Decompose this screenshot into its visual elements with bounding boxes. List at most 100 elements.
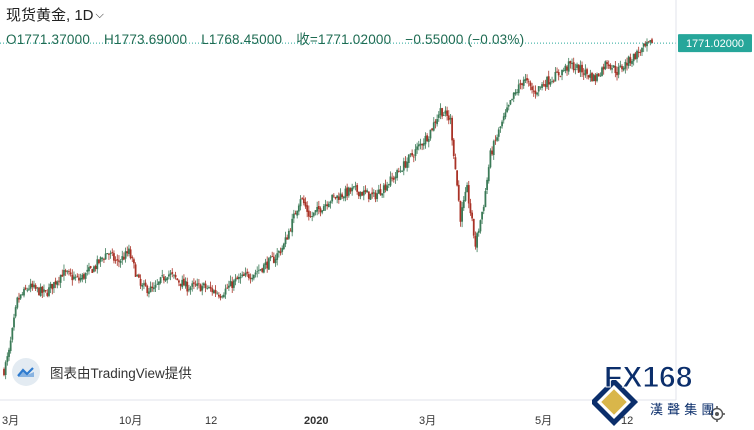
candle (351, 183, 354, 196)
candle (406, 157, 409, 172)
candle-body (481, 211, 483, 220)
candle (539, 86, 542, 90)
candle-body (612, 65, 615, 68)
candle (556, 67, 558, 73)
candle-body (567, 61, 570, 72)
candle (416, 142, 419, 154)
candle (376, 189, 379, 202)
candle (282, 242, 285, 251)
candle-body (316, 207, 319, 212)
candle-body (43, 289, 45, 292)
candle-body (517, 84, 520, 94)
candle (227, 280, 230, 291)
candle (11, 327, 14, 343)
candle (444, 106, 447, 117)
candle (188, 284, 190, 293)
candle (98, 259, 100, 265)
candle-body (401, 171, 404, 173)
candle-body (282, 243, 285, 250)
symbol-title[interactable]: 现货黄金, 1D ⌵ (6, 4, 104, 25)
settings-icon[interactable] (709, 406, 725, 422)
candle (153, 282, 155, 292)
candle-body (111, 252, 114, 253)
candle-body (562, 70, 565, 72)
chevron-down-icon[interactable]: ⌵ (95, 9, 104, 21)
candle-body (444, 110, 447, 114)
candle (494, 135, 497, 145)
candle (362, 186, 365, 201)
candle (103, 257, 105, 263)
candle (291, 213, 294, 237)
candle-body (247, 274, 250, 279)
candle-body (291, 218, 294, 233)
candle (207, 285, 210, 289)
candle (111, 248, 114, 257)
candle-body (204, 283, 207, 288)
candle-body (344, 188, 347, 198)
candle (332, 193, 335, 198)
candle-body (254, 272, 257, 275)
candle-body (39, 286, 42, 296)
candle-body (256, 271, 259, 273)
candle (322, 203, 325, 212)
candle (421, 143, 424, 151)
candle (13, 313, 15, 331)
candle-body (29, 283, 32, 289)
candle-body (202, 283, 205, 286)
candle-body (113, 253, 115, 261)
candle (257, 264, 260, 275)
candle-body (173, 274, 175, 276)
candle (159, 276, 162, 285)
candle (604, 60, 607, 71)
candle (554, 67, 557, 82)
candle (379, 183, 382, 196)
candle-body (411, 153, 414, 156)
candle-body (299, 199, 302, 207)
candle-body (131, 257, 134, 259)
candle (28, 285, 30, 292)
ohlc-open: O1771.37000 (6, 32, 91, 47)
candle-body (597, 73, 600, 77)
candle (639, 49, 642, 56)
candle (409, 153, 412, 158)
candle (41, 285, 44, 298)
candle-body (272, 256, 275, 263)
candle (16, 296, 19, 310)
candle-body (436, 119, 439, 125)
candle-body (631, 61, 633, 64)
fx168-wordmark: FX168 (604, 361, 692, 394)
candle (566, 65, 568, 76)
candle-body (482, 207, 485, 211)
candle-body (506, 107, 508, 112)
candle-body (276, 253, 279, 260)
candle (477, 228, 480, 237)
candle-body (577, 64, 580, 73)
candle-body (249, 277, 252, 279)
tradingview-attribution[interactable]: 图表由TradingView提供 (12, 358, 192, 386)
candle (469, 198, 472, 216)
candle-body (124, 251, 127, 259)
candle (174, 271, 177, 280)
candle-body (53, 282, 55, 289)
candle (381, 193, 384, 198)
candle-body (14, 307, 17, 317)
candle (331, 194, 334, 204)
candle (104, 248, 107, 260)
candle (561, 69, 563, 81)
candle (651, 37, 653, 44)
candle-body (6, 356, 9, 363)
candle-body (591, 72, 593, 81)
candle-body (384, 184, 387, 190)
price-axis[interactable] (676, 0, 754, 400)
candle-body (46, 292, 49, 296)
candle (517, 79, 520, 96)
candle (76, 273, 79, 278)
candle (614, 61, 617, 78)
candle (252, 274, 255, 281)
candle-body (61, 274, 64, 277)
candle (262, 262, 265, 274)
candle-body (196, 283, 199, 286)
candle-body (521, 83, 523, 86)
candle-body (136, 275, 139, 276)
